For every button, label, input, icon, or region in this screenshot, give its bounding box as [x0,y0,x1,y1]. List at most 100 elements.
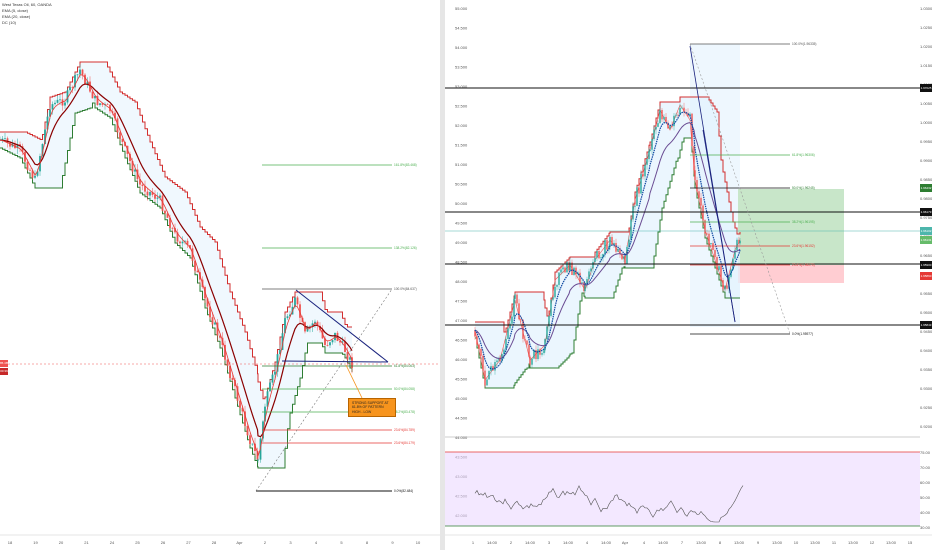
candle-body-right [583,282,585,292]
fib-label-100: 100.0%(84.637) [394,287,417,291]
candle-body-right [667,122,669,129]
candle-body-right [552,297,554,300]
candle-body-right [636,187,638,206]
candle-body-right [484,370,486,386]
candle-body [274,371,276,375]
candle-body-right [579,272,581,283]
legend-ema5[interactable]: EMA (5, close) [2,8,29,13]
candle-body-right [590,268,592,272]
x-tick-label: 21 [84,540,89,545]
candle-body [6,138,9,143]
left-axis-tick: 46.500 [455,338,468,343]
r-fib-trend [689,43,791,335]
legend-symbol[interactable]: West Texas Oil, 60, OANDA [2,2,52,7]
right-x-tick-label: 14:00 [487,540,498,545]
right-x-tick-label: 8 [719,540,722,545]
ema-slow-right [474,122,741,360]
candle-body [281,333,284,350]
x-tick-label: 28 [212,540,217,545]
candle-body-right [738,239,740,244]
candle-body-right [626,246,628,264]
candle-body [114,112,116,119]
left-chart-pane[interactable]: West Texas Oil, 60, OANDA EMA (5, close)… [0,0,440,550]
candle-body-right [598,251,600,259]
left-chart-canvas[interactable]: 161.8%(83.468) 138.2%(82.126) 100.0%(84.… [0,0,440,550]
candle-body-right [509,323,511,329]
candle-body-right [708,233,710,245]
right-chart-canvas[interactable]: 55.000 54.500 54.000 53.500 53.000 52.500 52.0… [445,0,932,550]
r-fib-label-0: 0.0%(1.95977) [792,332,813,336]
candle-body [1,138,4,140]
legend-dc[interactable]: DC (10) [2,20,17,25]
legend-ema20[interactable]: EMA (20, close) [2,14,31,19]
candle-body-right [507,328,509,339]
candle-body-right [675,114,677,116]
candle-body [139,179,141,185]
candle-body [329,342,331,346]
candle-body [59,99,61,101]
candle-body [101,103,104,105]
candle-body-right [665,116,667,123]
candle-body-right [671,125,673,127]
candle-body [216,322,219,336]
x-tick-label: 5 [340,540,343,545]
candle-body-right [482,355,484,371]
right-x-tick-label: 14:00 [658,540,669,545]
candle-body-right [539,349,541,355]
candle-body [279,349,281,355]
left-axis-tick: 52.500 [455,104,468,109]
candle-body-right [644,164,646,177]
candle-body [16,144,19,149]
long-loss-zone[interactable] [738,265,844,283]
candle-body-right [691,113,693,147]
donchian-lower [0,102,353,469]
long-profit-zone[interactable] [738,189,844,265]
candle-body [34,175,36,178]
triangle-lower-line[interactable] [281,360,389,363]
candle-body [146,191,149,196]
x-tick-label: 26 [161,540,166,545]
candle-body [44,129,46,145]
candle-body-right [556,284,558,287]
left-axis-tick: 45.500 [455,377,468,382]
candle-body [351,357,353,369]
right-price-axis: 1.03001.02501.02001.01501.01001.00501.00… [920,6,932,429]
wedge-lower[interactable] [702,129,736,323]
ema-right [474,111,741,370]
right-chart-pane[interactable]: 55.000 54.500 54.000 53.500 53.000 52.500 52.0… [445,0,932,550]
candle-body [334,332,336,341]
pattern-callout[interactable]: STRONG SUPPORT AT 61.8% OF PATTERN HIGH … [348,398,396,418]
candle-body [241,407,244,412]
candle-body-right [657,123,659,127]
candle-body [89,81,91,92]
candle-body [4,138,6,140]
fib-label-50: 50.0%(84.058) [394,387,415,391]
right-x-tick-label: 15 [908,540,913,545]
candle-body-right [619,248,621,255]
candle-body-right [480,348,482,356]
right-x-tick-label: 13:00 [810,540,821,545]
donchian-upper-right [475,96,741,333]
candle-body-right [673,115,675,127]
right-x-tick-label: 7 [681,540,684,545]
candle-body-right [736,239,738,251]
candle-body-right [600,257,602,259]
right-x-tick-label: 4 [643,540,646,545]
right-axis-tick: 0.9950 [920,139,932,144]
pane-divider[interactable] [440,0,445,550]
candle-body-right [535,350,537,360]
candle-body [219,335,221,338]
candle-body [266,391,269,407]
fib-label-0: 0.0%(82.484) [394,489,413,493]
candle-body [21,146,24,152]
candle-body [209,306,211,318]
right-x-tick-label: 14:00 [601,540,612,545]
rsi-axis-tick: 40.00 [920,510,931,515]
candle-body [66,90,69,103]
candle-body-right [516,294,518,304]
triangle-upper-line[interactable] [295,289,389,363]
candle-body [36,171,39,176]
rsi-axis-tick: 50.00 [920,495,931,500]
rsi-band [445,452,920,526]
candle-body [106,103,109,105]
